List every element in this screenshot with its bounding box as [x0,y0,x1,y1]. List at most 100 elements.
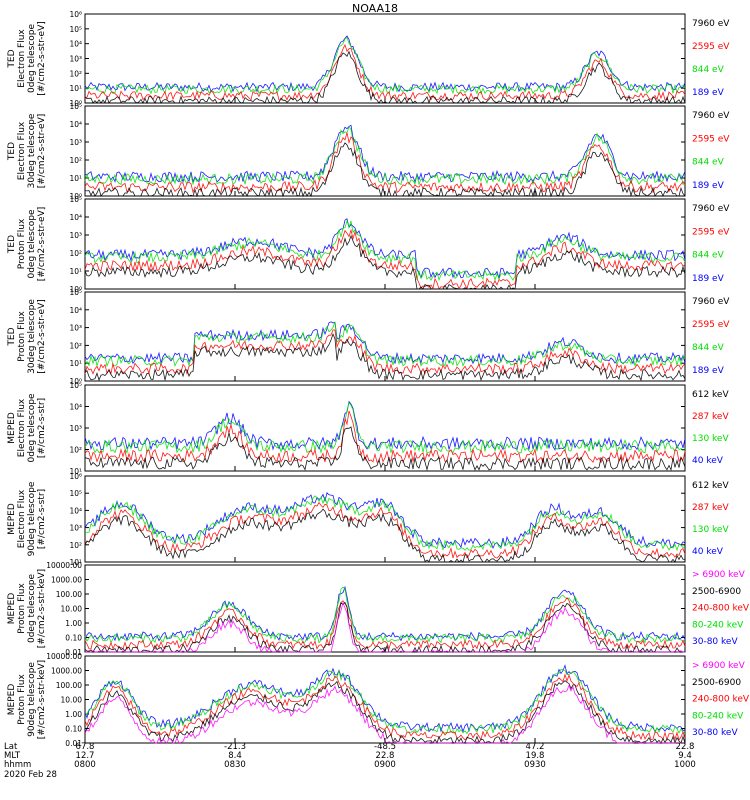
ytick-label: 10000.00 [46,561,82,570]
ytick-label: 10¹ [69,174,82,183]
ytick-label: 0.01 [65,739,82,748]
legend-entry: 2595 eV [692,134,730,144]
ytick-label: 10⁵ [69,381,82,390]
panel-ylabel: MEPEDElectron Flux0deg telescope[#/cm2-s… [7,393,47,463]
ytick-label: 1000.00 [51,576,82,585]
ytick-label: 10⁰ [69,285,82,294]
ytick-label: 100.00 [56,590,82,599]
legend-entry: 2500-6900 [692,587,741,597]
legend-entry: 2595 eV [692,42,730,52]
ytick-label: 10⁴ [69,403,82,412]
legend-entry: 240-800 keV [692,695,750,705]
legend-entry: 844 eV [692,65,725,75]
x-tick-lat: -21.3 [224,742,246,752]
legend-entry: 612 keV [692,390,729,400]
ytick-label: 10⁰ [69,377,82,386]
panel-ylabel: TEDElectron Flux0deg telescope[#/cm2-s-s… [7,21,47,96]
series-trace [84,401,686,455]
x-row-label: hhmm [4,760,31,770]
ytick-label: 10³ [69,55,82,64]
ytick-label: 1.00 [65,710,82,719]
ytick-label: 10⁰ [69,99,82,108]
series-trace [84,219,686,282]
series-trace [84,132,686,194]
legend-entry: 2595 eV [692,227,730,237]
ytick-label: 10³ [69,138,82,147]
ytick-label: 1.00 [65,619,82,628]
ytick-label: 10² [69,156,82,165]
ytick-label: 10² [69,541,82,550]
series-trace [84,142,686,198]
ytick-label: 0.01 [65,648,82,657]
legend-entry: 612 keV [692,481,729,491]
x-tick-hhmm: 0930 [524,760,546,770]
legend-entry: 7960 eV [692,204,730,214]
ytick-label: 10¹ [69,267,82,276]
legend-entry: 844 eV [692,251,725,261]
ytick-label: 10² [69,341,82,350]
ytick-label: 10⁶ [69,10,82,19]
panel-frame-1 [84,13,686,104]
ytick-label: 10³ [69,424,82,433]
series-trace [84,36,686,95]
x-tick-hhmm: 0800 [74,760,96,770]
legend-entry: 2500-6900 [692,678,741,688]
ytick-label: 10³ [69,231,82,240]
series-trace [84,234,686,290]
legend-entry: 30-80 keV [692,637,738,647]
ytick-label: 0.10 [65,725,82,734]
panel-ylabel: TEDProton Flux0deg telescope[#/cm2-s-str… [7,207,47,282]
ytick-label: 10.00 [61,696,83,705]
ytick-label: 10⁵ [69,25,82,34]
legend-entry: 130 keV [692,434,729,444]
series-trace [84,596,686,651]
legend-entry: 7960 eV [692,111,730,121]
ytick-label: 10⁵ [69,288,82,297]
x-tick-mlt: 22.8 [376,751,395,761]
x-row-label: MLT [4,751,21,761]
ytick-label: 10⁴ [69,306,82,315]
x-tick-mlt: 19.8 [526,751,545,761]
ytick-label: 10¹ [69,84,82,93]
panel-frame-7 [84,564,686,653]
ytick-label: 10⁵ [69,489,82,498]
ytick-label: 10² [69,446,82,455]
series-trace [84,410,686,464]
ytick-label: 10¹ [69,359,82,368]
ytick-label: 10⁴ [69,120,82,129]
panel-frame-4 [84,291,686,382]
legend-entry: 80-240 keV [692,620,744,630]
ytick-label: 10⁴ [69,506,82,515]
legend-entry: 287 keV [692,412,729,422]
x-tick-lat: -48.5 [374,742,396,752]
panel-ylabel: MEPEDProton Flux90deg telescope[#/cm2-s-… [7,660,47,739]
legend-entry: 2595 eV [692,320,730,330]
x-tick-lat: 22.8 [676,742,695,752]
series-trace [84,492,686,550]
x-tick-hhmm: 0830 [224,760,246,770]
x-tick-hhmm: 1000 [674,760,696,770]
ytick-label: 10⁴ [69,213,82,222]
legend-entry: 40 keV [692,547,724,557]
legend-entry: 130 keV [692,525,729,535]
ytick-label: 100.00 [56,681,82,690]
series-trace [84,495,686,552]
series-trace [84,126,686,186]
series-trace [84,668,686,735]
series-trace [84,228,686,290]
legend-entry: > 6900 keV [692,570,746,580]
legend-entry: 189 eV [692,366,725,376]
ytick-label: 10¹ [69,467,82,476]
panel-ylabel: TEDProton Flux30deg telescope[#/cm2-s-st… [7,299,47,374]
series-trace [84,329,686,376]
ytick-label: 1000.00 [51,667,82,676]
legend-entry: 189 eV [692,181,725,191]
legend-entry: 844 eV [692,343,725,353]
ytick-label: 10² [69,249,82,258]
ytick-label: 10⁵ [69,102,82,111]
series-trace [84,35,686,93]
x-tick-mlt: 12.7 [76,751,95,761]
legend-entry: 189 eV [692,88,725,98]
series-trace [84,680,686,745]
ytick-label: 0.10 [65,634,82,643]
